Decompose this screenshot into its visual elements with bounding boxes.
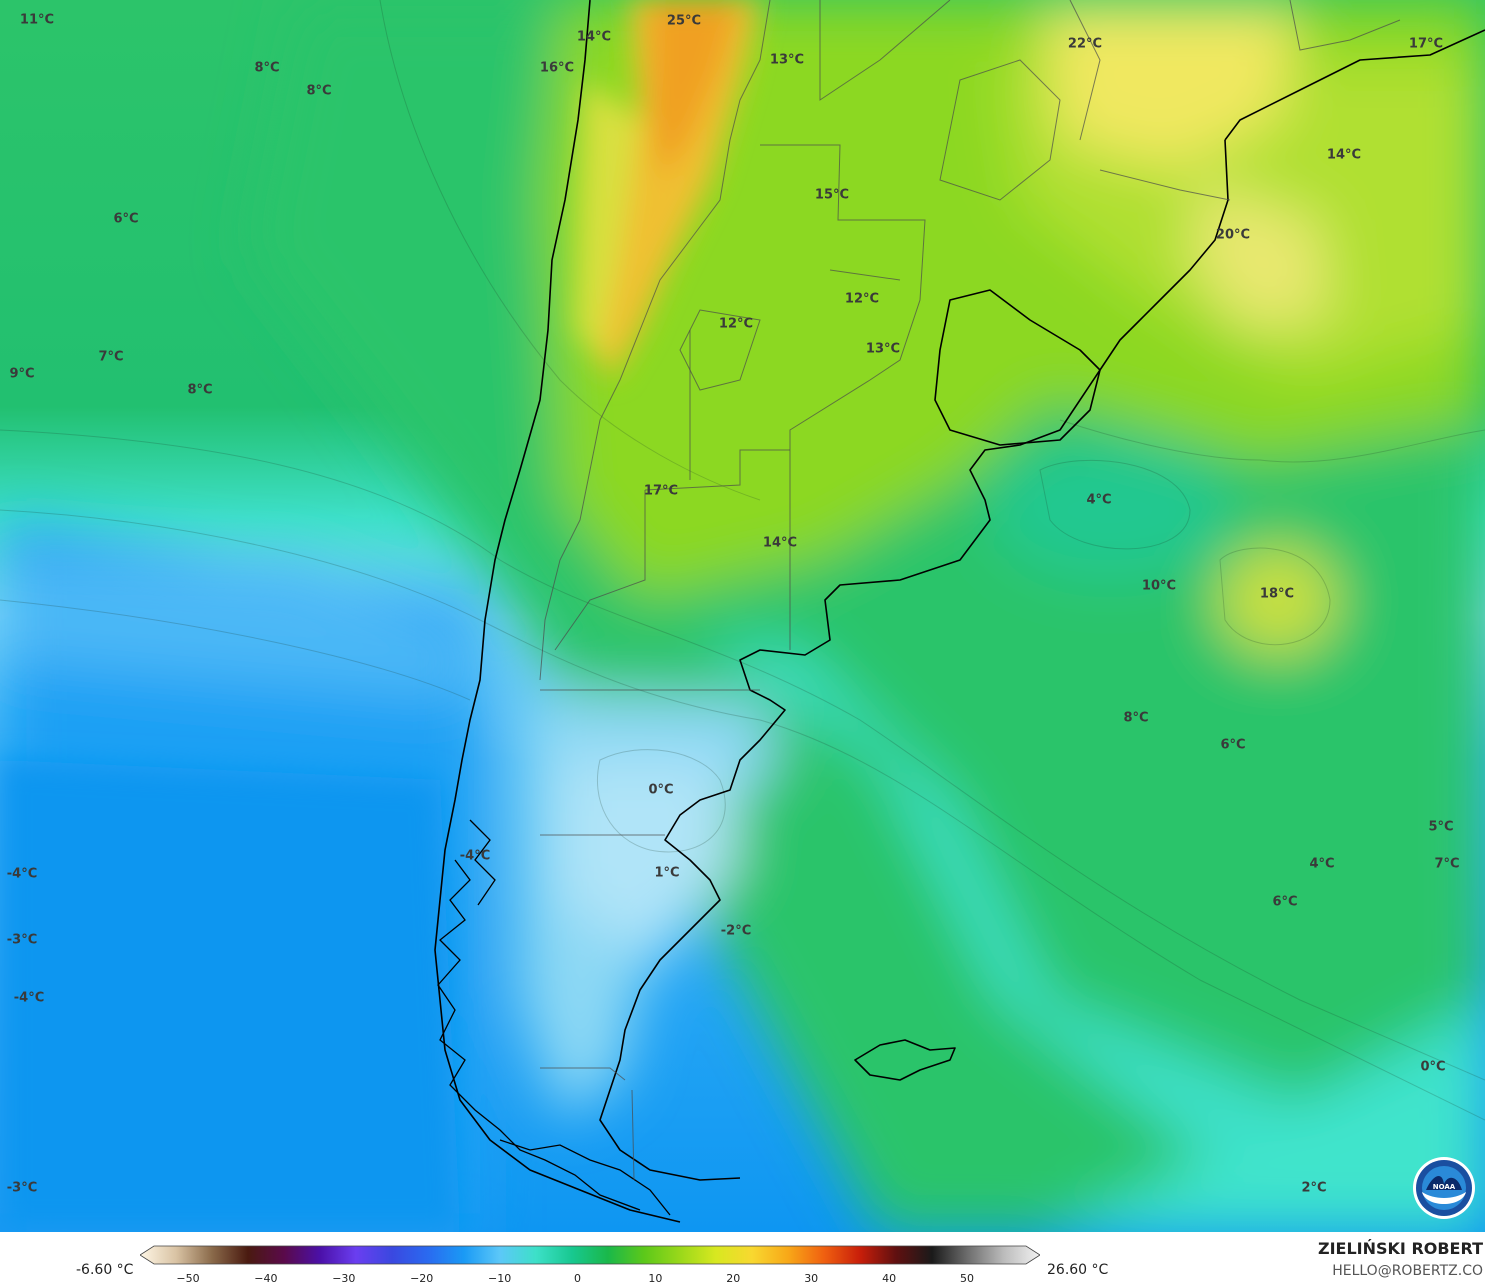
temperature-label: 6°C (1272, 894, 1298, 910)
temperature-label: 6°C (1220, 737, 1246, 753)
archipelago (437, 819, 671, 1216)
scale-tick-label: −10 (487, 1272, 512, 1285)
temperature-label: 0°C (1420, 1059, 1446, 1075)
temperature-label: 14°C (1326, 147, 1362, 163)
scale-min-label: -6.60 °C (76, 1262, 134, 1278)
temperature-label: 20°C (1215, 227, 1251, 243)
temperature-label: 16°C (539, 60, 575, 76)
scale-tick-label: −20 (410, 1272, 434, 1285)
scale-tick-label: 0 (574, 1272, 581, 1285)
temperature-label: 12°C (844, 291, 880, 307)
author-email: HELLO@ROBERTZ.CO (1332, 1263, 1483, 1279)
temperature-label: 12°C (718, 316, 754, 332)
temperature-label: 22°C (1067, 36, 1103, 52)
temperature-label: -4°C (459, 848, 491, 864)
scale-tick-label: 50 (960, 1272, 974, 1285)
temperature-label: 8°C (1123, 710, 1149, 726)
temperature-label: 7°C (1434, 856, 1460, 872)
scale-tick-label: 10 (648, 1272, 663, 1285)
scale-tick-label: −50 (176, 1272, 200, 1285)
temperature-label: 7°C (98, 349, 124, 365)
temperature-label: 6°C (113, 211, 139, 227)
temperature-label: 14°C (576, 29, 612, 45)
scale-tick-label: −30 (332, 1272, 356, 1285)
temperature-label: 25°C (666, 13, 702, 29)
noaa-logo-icon: NOAA (1413, 1157, 1475, 1219)
temperature-label: -4°C (6, 866, 38, 882)
temperature-label: 4°C (1086, 492, 1112, 508)
temperature-map: 11°C 25°C 14°C 22°C 17°C 13°C 16°C 8°C 8°C 14°C 15… (0, 0, 1485, 1232)
temperature-label: 15°C (814, 187, 850, 203)
scale-tick-label: 40 (882, 1272, 897, 1285)
temperature-label: -3°C (6, 932, 38, 948)
scale-tick-label: 30 (804, 1272, 819, 1285)
temperature-label: 5°C (1428, 819, 1454, 835)
temperature-label: 8°C (306, 83, 332, 99)
scale-max-label: 26.60 °C (1047, 1262, 1109, 1278)
temperature-label: -4°C (13, 990, 45, 1006)
temperature-label: 4°C (1309, 856, 1335, 872)
temperature-label: 11°C (19, 12, 55, 28)
scale-tick-label: 20 (726, 1272, 741, 1285)
temperature-label: -3°C (6, 1180, 38, 1196)
internal-borders (539, 0, 1401, 1181)
svg-text:NOAA: NOAA (1433, 1183, 1456, 1191)
temperature-label: 8°C (187, 382, 213, 398)
temperature-label: 8°C (254, 60, 280, 76)
author-name: ZIELIŃSKI ROBERT (1317, 1239, 1483, 1258)
temperature-label: 0°C (648, 782, 674, 798)
temperature-label: 2°C (1301, 1180, 1327, 1196)
temperature-label: 17°C (1408, 36, 1444, 52)
temperature-label: 17°C (643, 483, 679, 499)
temperature-label: 1°C (654, 865, 680, 881)
temperature-label: 9°C (9, 366, 35, 382)
color-scale (140, 1245, 1040, 1265)
temperature-label: 10°C (1141, 578, 1177, 594)
temperature-field (0, 0, 1485, 1232)
temperature-label: 18°C (1259, 586, 1295, 602)
temperature-label: 14°C (762, 535, 798, 551)
temperature-label: -2°C (720, 923, 752, 939)
scale-tick-label: −40 (254, 1272, 278, 1285)
temperature-label: 13°C (865, 341, 901, 357)
temperature-label: 13°C (769, 52, 805, 68)
